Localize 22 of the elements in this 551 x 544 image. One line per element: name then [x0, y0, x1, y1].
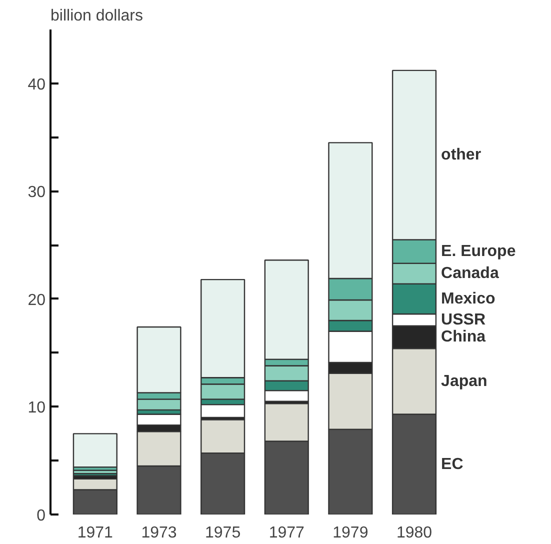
- x-tick-label: 1980: [396, 524, 432, 542]
- series-label: E. Europe: [441, 243, 516, 260]
- series-label: Mexico: [441, 290, 496, 308]
- y-tick-label: 30: [28, 184, 46, 202]
- x-tick-label: 1971: [77, 524, 114, 542]
- series-label: Japan: [441, 372, 488, 390]
- x-tick-label: 1975: [205, 524, 241, 542]
- series-label: USSR: [441, 311, 486, 328]
- series-label: EC: [441, 456, 464, 473]
- y-axis-title: billion dollars: [50, 8, 143, 24]
- series-label: China: [441, 328, 486, 346]
- y-tick-label: 10: [28, 400, 46, 417]
- bar: [200, 404, 246, 418]
- series-label: other: [441, 146, 482, 164]
- x-tick-label: 1979: [332, 524, 368, 542]
- bar: [72, 433, 118, 468]
- y-tick-label: 0: [36, 508, 46, 524]
- series-label: Canada: [441, 265, 499, 282]
- x-tick-label: 1977: [268, 524, 305, 542]
- x-tick-label: 1973: [141, 524, 177, 542]
- y-tick-label: 40: [28, 76, 46, 94]
- y-tick-label: 20: [28, 292, 46, 309]
